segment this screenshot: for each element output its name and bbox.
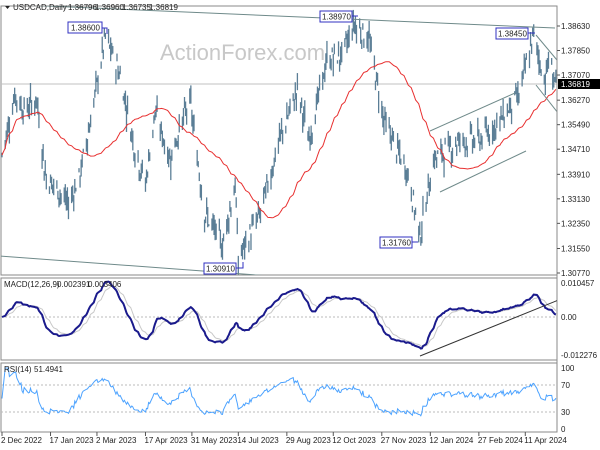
- rsi-value: 51.4941: [34, 365, 63, 374]
- close-value: 1.36819: [149, 3, 178, 12]
- channel-lower-line: [439, 150, 527, 193]
- channel-upper-line: [429, 92, 516, 132]
- annotation-high-3: 1.38450: [495, 27, 535, 40]
- price-tick-label: 1.36270: [561, 96, 590, 105]
- macd-signal-value: 0.003406: [88, 280, 122, 289]
- watermark: ActionForex.com: [160, 40, 325, 65]
- symbol-label: USDCAD,Daily: [13, 3, 67, 12]
- time-tick-label: 11 Apr 2024: [524, 436, 567, 445]
- svg-text:1.38600: 1.38600: [71, 24, 100, 33]
- svg-text:-0.012276: -0.012276: [561, 351, 598, 360]
- price-tick-label: 1.31550: [561, 244, 590, 253]
- time-tick-label: 27 Feb 2024: [478, 436, 523, 445]
- time-tick-label: 2 Dec 2022: [1, 436, 42, 445]
- svg-text:0.010457: 0.010457: [561, 279, 595, 288]
- time-tick-label: 17 Jan 2023: [50, 436, 95, 445]
- high-value: 1.36960: [95, 3, 124, 12]
- rsi-panel: [0, 362, 558, 433]
- macd-axis: 0.010457 0.00 -0.012276: [561, 279, 598, 360]
- price-tick-label: 1.33130: [561, 195, 590, 204]
- svg-text:1.38970: 1.38970: [322, 13, 351, 22]
- svg-text:1.30910: 1.30910: [206, 265, 235, 274]
- time-tick-label: 17 Apr 2023: [144, 436, 188, 445]
- macd-trendline: [419, 300, 557, 357]
- svg-text:100: 100: [561, 364, 575, 373]
- falling-channel-lower: [535, 84, 557, 113]
- annotation-low-2: 1.31760: [379, 236, 418, 249]
- svg-text:70: 70: [561, 381, 570, 390]
- macd-value: 0.002391: [57, 280, 91, 289]
- time-tick-label: 29 Aug 2023: [286, 436, 331, 445]
- macd-label: MACD(12,26,9): [4, 280, 60, 289]
- time-tick-label: 12 Jan 2024: [429, 436, 474, 445]
- price-tick-label: 1.34710: [561, 145, 590, 154]
- price-tick-label: 1.35490: [561, 121, 590, 130]
- price-tick-label: 1.32350: [561, 219, 590, 228]
- price-tick-label: 1.30770: [561, 269, 590, 278]
- moving-average-line: [1, 61, 557, 219]
- falling-channel-upper: [535, 34, 557, 61]
- price-tick-label: 1.33910: [561, 170, 590, 179]
- chart-header: USDCAD,Daily 1.36796 1.36960 1.36735 1.3…: [5, 3, 178, 12]
- svg-text:1.38450: 1.38450: [498, 30, 527, 39]
- price-bars: [1, 9, 557, 275]
- time-tick-label: 14 Jul 2023: [237, 436, 279, 445]
- low-value: 1.36735: [122, 3, 151, 12]
- open-value: 1.36796: [68, 3, 97, 12]
- annotation-high-1: 1.38600: [67, 21, 108, 34]
- macd-panel: [0, 277, 558, 361]
- current-price-tag: 1.36819: [558, 79, 600, 89]
- rsi-line: [1, 367, 557, 417]
- price-tick-label: 1.38630: [561, 22, 590, 31]
- time-tick-label: 12 Oct 2023: [332, 436, 376, 445]
- price-tick-label: 1.37070: [561, 71, 590, 80]
- price-tick-label: 1.37850: [561, 47, 590, 56]
- price-axis: 1.38630 1.37850 1.37070 1.36270 1.35490 1.347…: [556, 6, 590, 432]
- annotation-high-2: 1.38970: [319, 10, 358, 23]
- macd-line: [1, 280, 557, 350]
- annotation-low-1: 1.30910: [203, 262, 244, 275]
- svg-text:0.00: 0.00: [561, 313, 577, 322]
- time-axis: 2 Dec 2022 17 Jan 2023 2 Mar 2023 17 Apr 20…: [1, 432, 567, 445]
- svg-text:1.31760: 1.31760: [382, 239, 411, 248]
- dropdown-triangle-icon[interactable]: [5, 6, 10, 9]
- svg-text:0: 0: [561, 425, 566, 434]
- rsi-axis: 100 70 30 0: [561, 364, 575, 434]
- svg-text:1.36819: 1.36819: [561, 80, 590, 89]
- time-tick-label: 2 Mar 2023: [96, 436, 137, 445]
- time-tick-label: 27 Nov 2023: [381, 436, 427, 445]
- upper-trendline: [34, 6, 556, 29]
- price-annotations: 1.38600 1.38970 1.38450 1.30910 1.31760: [67, 10, 535, 275]
- rsi-label: RSI(14): [4, 365, 32, 374]
- svg-text:30: 30: [561, 408, 570, 417]
- time-tick-label: 31 May 2023: [191, 436, 238, 445]
